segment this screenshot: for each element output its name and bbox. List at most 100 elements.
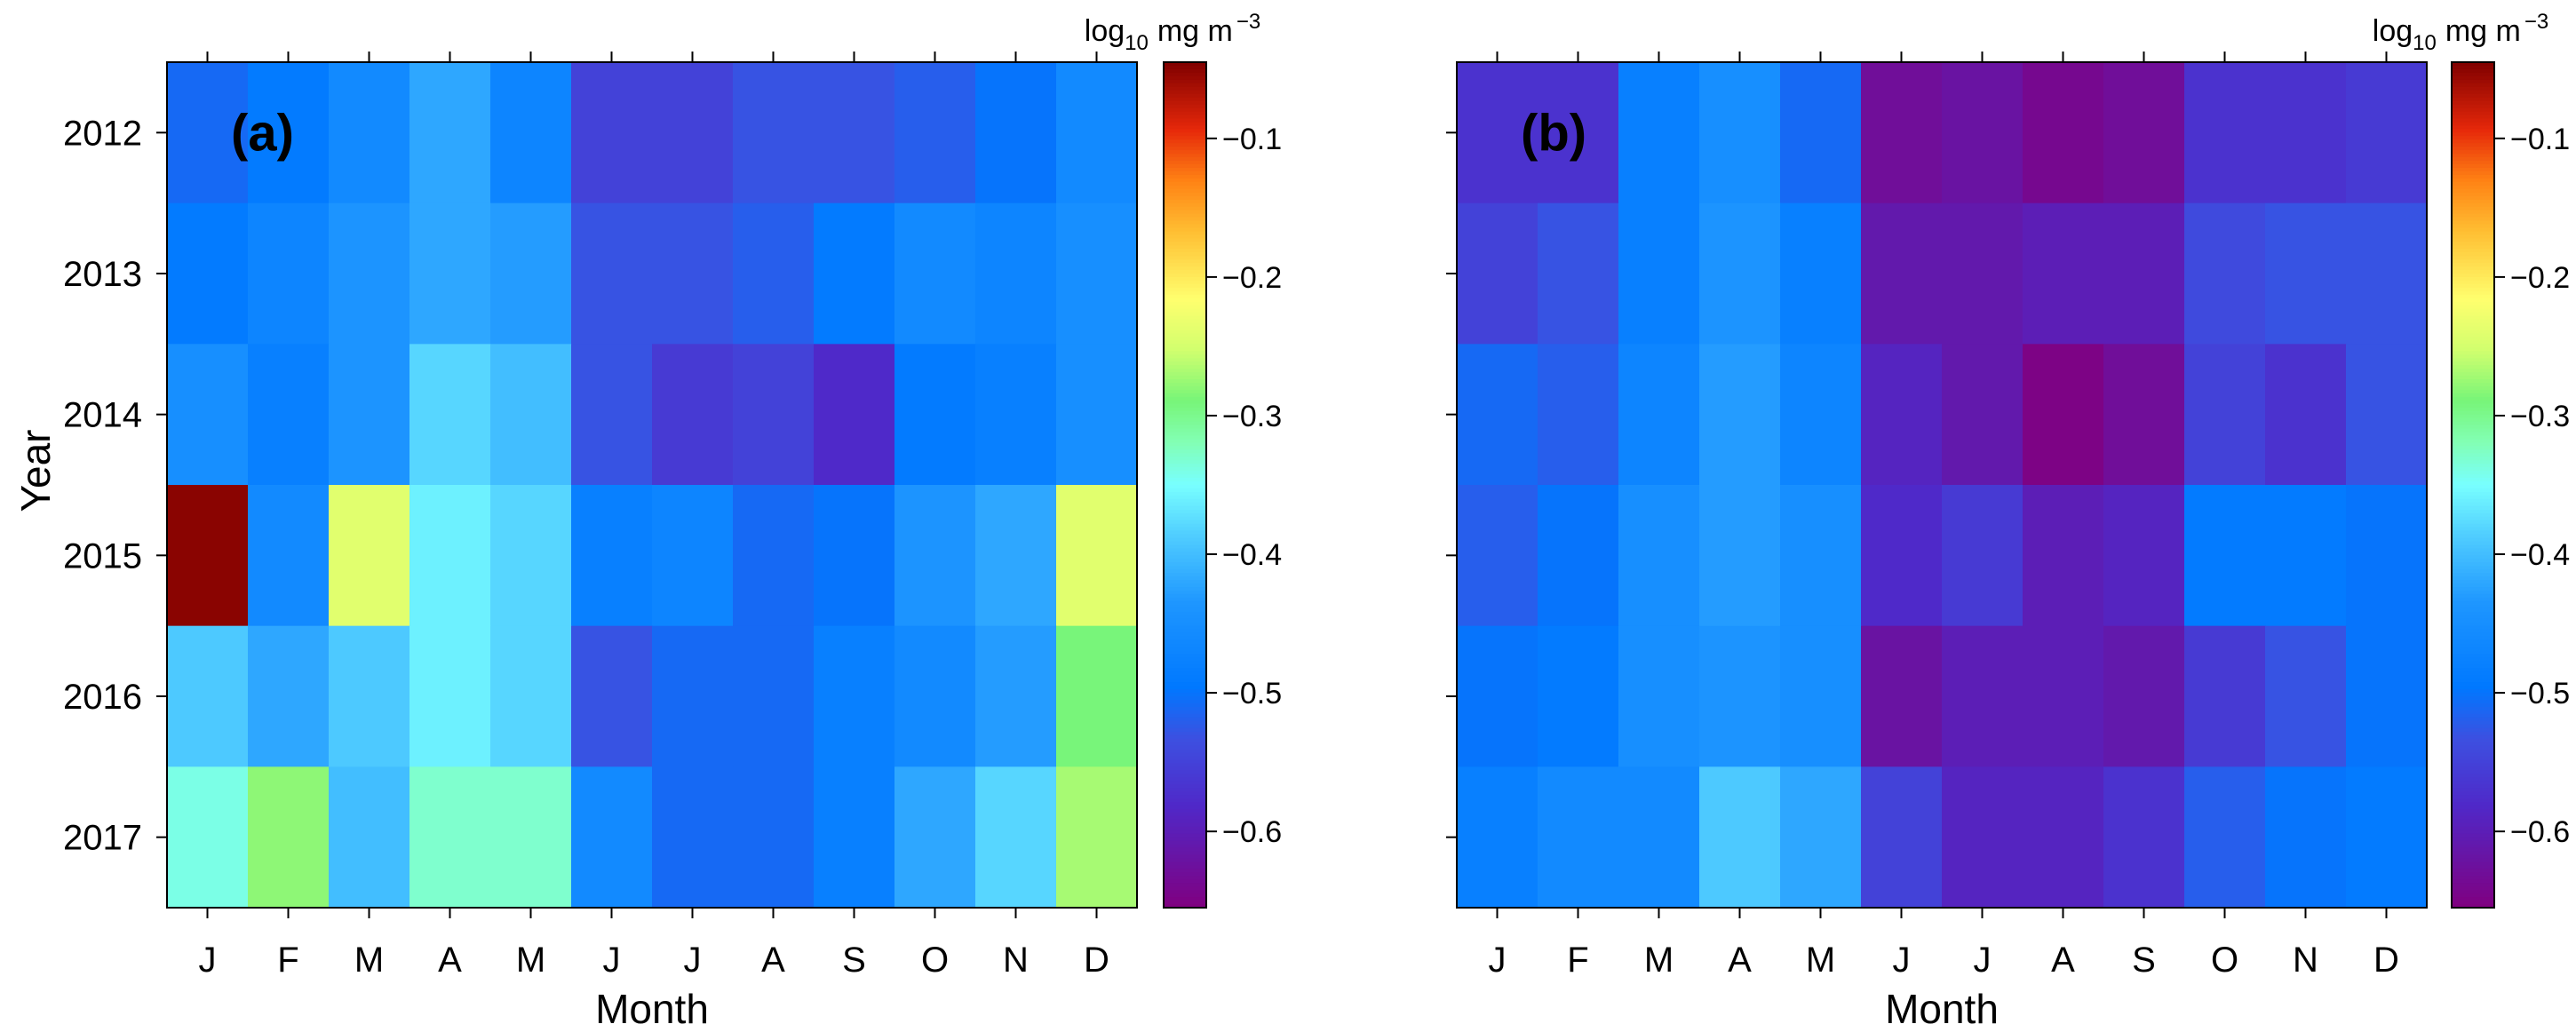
colorbar-step [2452,808,2494,814]
colorbar-step [2452,724,2494,729]
colorbar-step [2452,861,2494,866]
heatmap-cell [167,485,249,627]
heatmap-cell [2023,485,2104,627]
colorbar-step [2452,689,2494,694]
colorbar-step [1164,777,1206,782]
y-tick-labels-a: 2012 2013 2014 2015 2016 2017 [63,114,142,857]
colorbar-step [1164,301,1206,306]
colorbar-step [2452,770,2494,774]
colorbar-step [1164,252,1206,257]
colorbar-step [2452,527,2494,532]
colorbar-step [2452,389,2494,394]
colorbar-step [2452,618,2494,623]
heatmap-cell [733,344,815,486]
colorbar-step [2452,301,2494,306]
heatmap-cell [1538,344,1619,486]
colorbar-step [1164,766,1206,771]
colorbar-step [2452,449,2494,454]
colorbar-step [1164,668,1206,672]
colorbar-step [1164,139,1206,144]
heatmap-cell [2265,766,2347,909]
colorbar-step [2452,322,2494,328]
heatmap-cell [2346,625,2428,767]
colorbar-step [1164,808,1206,814]
colorbar-step [2452,372,2494,377]
colorbar-step [2452,720,2494,726]
heatmap-cell [652,202,734,345]
heatmap-cell [975,344,1057,486]
colorbar-step [2452,696,2494,701]
colorbar-step [2452,439,2494,443]
x-tick-label: F [1567,941,1588,980]
colorbar-step [1164,333,1206,337]
colorbar-step [1164,879,1206,884]
colorbar-title-base: log [2373,14,2413,48]
colorbar-step [1164,143,1206,147]
heatmap-cell [2346,202,2428,345]
heatmap-cell [2103,485,2185,627]
colorbar-step [1164,520,1206,525]
colorbar-step [2452,759,2494,764]
colorbar-step [1164,376,1206,380]
colorbar-step [1164,534,1206,539]
heatmap-cell [1942,202,2023,345]
heatmap-cell [1699,485,1781,627]
colorbar-step [2452,312,2494,317]
heatmap-cell [1942,766,2023,909]
heatmap-cell [894,344,976,486]
colorbar-step [2452,62,2494,67]
colorbar-step [1164,329,1206,335]
colorbar-step [1164,632,1206,638]
colorbar-step [2452,717,2494,722]
colorbar-step [2452,351,2494,355]
colorbar-step [2452,833,2494,838]
colorbar-step [2452,657,2494,662]
colorbar-step [1164,675,1206,679]
x-tick-label: J [1893,941,1911,980]
colorbar-step [2452,75,2494,81]
heatmap-cell [652,344,734,486]
colorbar-step [1164,242,1206,246]
colorbar-step [2452,178,2494,183]
colorbar-step [2452,358,2494,362]
heatmap-cell [2184,766,2266,909]
colorbar-step [1164,104,1206,109]
heatmap-cell [814,344,895,486]
heatmap-cell [248,766,330,909]
colorbar-step [2452,308,2494,314]
colorbar-step [1164,607,1206,613]
colorbar-step [1164,671,1206,676]
colorbar-step [1164,488,1206,493]
colorbar-step [1164,629,1206,634]
colorbar-step [1164,802,1206,806]
colorbar-step [2452,315,2494,321]
colorbar-title-sub: 10 [2413,31,2437,55]
colorbar-step [1164,421,1206,426]
colorbar-step [1164,206,1206,211]
colorbar-step [1164,837,1206,842]
colorbar-step [1164,587,1206,591]
colorbar-step [1164,713,1206,718]
colorbar-step [1164,188,1206,194]
colorbar-tick-label: −0.6 [1222,815,1282,849]
colorbar-tick-label: −0.2 [1222,261,1282,295]
heatmap-cell [894,485,976,627]
colorbar-step [2452,195,2494,201]
panel-a: J F M A M J J A S O N D 2012 2013 2014 2015 2016 2017 (a… [12,10,1282,1032]
colorbar-step [1164,68,1206,74]
colorbar-step [1164,815,1206,821]
colorbar-step [2452,199,2494,204]
colorbar-step [2452,202,2494,208]
heatmap-cell [409,485,491,627]
heatmap-cell [1538,766,1619,909]
heatmap-cell [894,202,976,345]
colorbar-step [2452,742,2494,747]
colorbar-step [2452,417,2494,423]
colorbar-step [2452,883,2494,887]
plot-frame-b [1456,61,2428,909]
heatmap-cell [1699,766,1781,909]
colorbar-step [2452,171,2494,176]
colorbar-step [1164,537,1206,543]
heatmap-cell [1457,766,1538,909]
colorbar-step [1164,220,1206,226]
